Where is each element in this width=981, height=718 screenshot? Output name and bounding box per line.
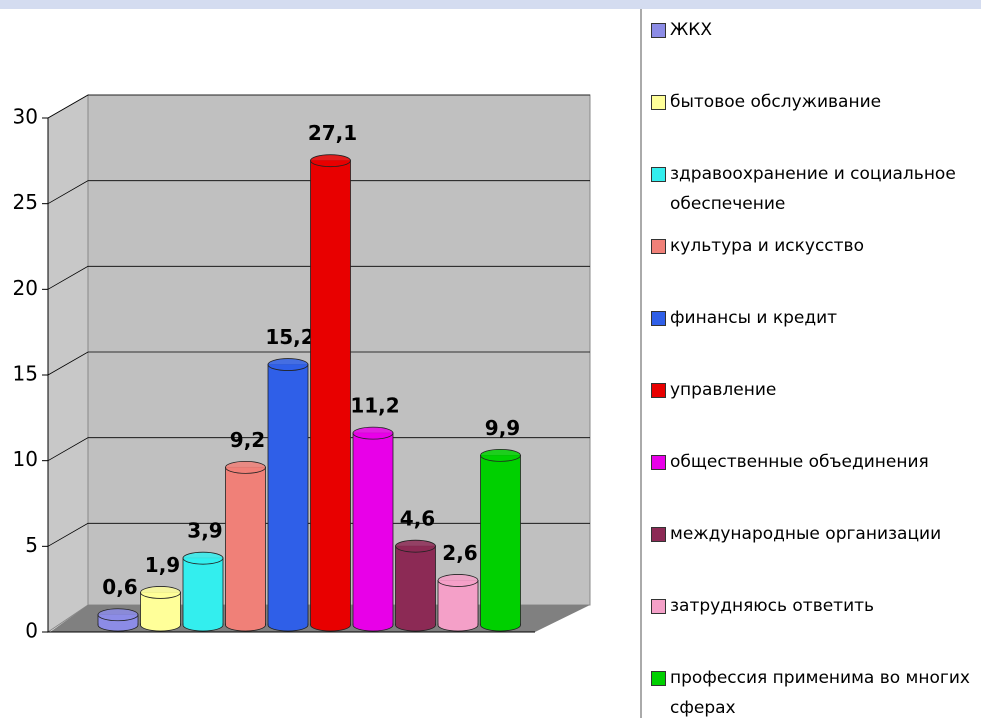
value-label: 2,6: [442, 541, 477, 565]
bar-body-cover: [396, 546, 435, 625]
bar-body-cover: [311, 160, 350, 626]
y-tick-label: 25: [13, 190, 38, 214]
y-tick-label: 20: [13, 276, 38, 300]
value-label: 15,2: [265, 325, 314, 349]
y-tick-label: 5: [25, 533, 38, 557]
y-tick-label: 0: [25, 619, 38, 643]
legend-label: международные организации: [670, 524, 942, 544]
legend-item: культура и искусство: [651, 231, 976, 261]
value-label: 27,1: [308, 121, 357, 145]
bar-body-cover: [481, 455, 520, 625]
y-tick-label: 30: [13, 105, 38, 129]
legend-swatch: [651, 95, 666, 110]
legend-item: финансы и кредит: [651, 303, 976, 333]
bar-top: [97, 608, 139, 622]
value-label: 1,9: [145, 553, 180, 577]
legend-swatch: [651, 527, 666, 542]
bar-top: [182, 551, 224, 565]
legend-label: управление: [670, 380, 777, 400]
value-label: 0,6: [102, 575, 137, 599]
grid-line: [47, 522, 590, 547]
legend-swatch: [651, 239, 666, 254]
y-tick-label: 10: [13, 447, 38, 471]
value-label: 9,9: [485, 416, 520, 440]
legend-swatch: [651, 311, 666, 326]
legend-swatch: [651, 671, 666, 686]
legend-label: бытовое обслуживание: [670, 92, 882, 112]
legend-label: профессия применима во многих сферах: [670, 668, 970, 718]
legend-label: ЖКХ: [670, 20, 713, 40]
bar-body-cover: [268, 364, 308, 625]
legend-swatch: [651, 23, 666, 38]
grid-line: [47, 265, 590, 290]
bar-top: [225, 460, 266, 474]
legend-swatch: [651, 167, 666, 182]
value-label: 3,9: [187, 519, 222, 543]
y-tick-label: 15: [13, 362, 38, 386]
legend-item: управление: [651, 375, 976, 405]
value-label: 9,2: [230, 428, 265, 452]
legend-swatch: [651, 383, 666, 398]
bar-body-cover: [226, 467, 265, 625]
legend-label: затрудняюсь ответить: [670, 596, 875, 616]
legend-label: здравоохранение и социальное обеспечение: [670, 164, 956, 214]
legend-item: затрудняюсь ответить: [651, 591, 976, 621]
legend-item: международные организации: [651, 519, 976, 549]
legend-item: бытовое обслуживание: [651, 87, 976, 117]
bar-top: [480, 448, 521, 462]
bar-body-cover: [353, 433, 393, 625]
value-label: 4,6: [400, 507, 435, 531]
legend-swatch: [651, 599, 666, 614]
bar-body-cover: [438, 580, 478, 625]
value-label: 11,2: [350, 394, 399, 418]
bar-top: [352, 426, 394, 440]
bar-top: [437, 574, 479, 587]
legend-label: общественные объединения: [670, 452, 929, 472]
legend-swatch: [651, 455, 666, 470]
bar-top: [395, 539, 436, 553]
legend-label: культура и искусство: [670, 236, 864, 256]
top-strip: [0, 0, 981, 9]
legend-item: общественные объединения: [651, 447, 976, 477]
grid-line: [47, 437, 590, 462]
grid-line: [47, 351, 590, 376]
legend-item: профессия применима во многих сферах: [651, 663, 976, 718]
bar-top: [267, 358, 309, 371]
bar-body-cover: [183, 558, 223, 625]
legend-item: ЖКХ: [651, 15, 976, 45]
grid-line: [47, 180, 590, 205]
grid-line: [47, 94, 590, 119]
bar-top: [310, 154, 351, 168]
bar-top: [140, 586, 181, 599]
legend-label: финансы и кредит: [670, 308, 838, 328]
legend-item: здравоохранение и социальное обеспечение: [651, 159, 976, 219]
